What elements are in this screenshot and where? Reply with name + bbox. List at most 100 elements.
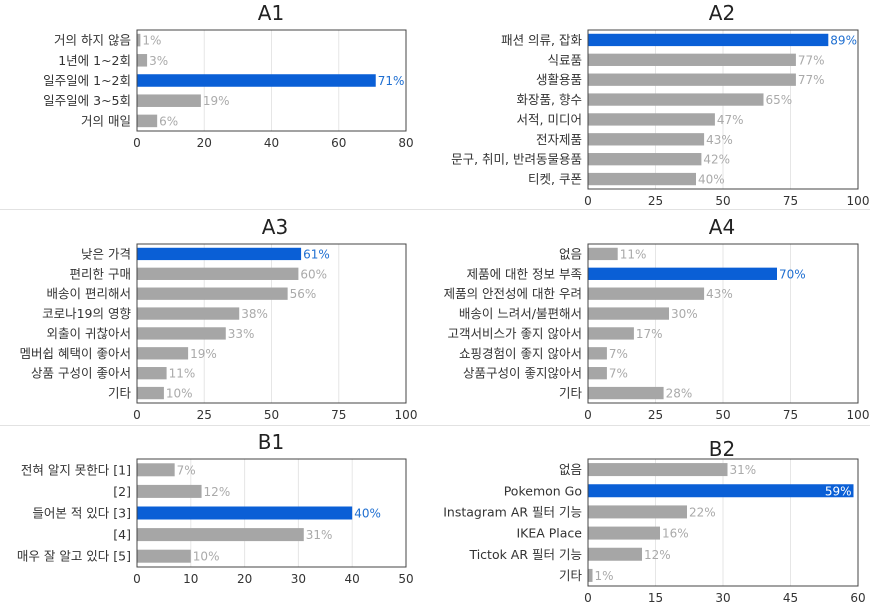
data-label: 19% [190, 347, 217, 361]
data-label: 89% [830, 33, 857, 47]
data-label: 28% [666, 387, 693, 401]
category-label: 일주일에 3~5회 [43, 93, 131, 108]
category-label: 제품의 안전성에 대한 우려 [444, 286, 582, 301]
category-label: 패션 의류, 잡화 [501, 32, 582, 47]
data-label: 16% [662, 527, 689, 541]
bar [137, 247, 302, 261]
x-tick-label: 0 [584, 591, 592, 605]
category-label: [2] [113, 484, 131, 499]
bar [588, 307, 669, 320]
category-label: 기타 [559, 568, 583, 583]
plot-frame [587, 458, 859, 587]
category-label: 고객서비스가 좋지 않아서 [448, 326, 582, 341]
x-tick-label: 100 [847, 194, 870, 208]
data-label: 71% [378, 74, 405, 88]
category-label: 문구, 취미, 반려동물용품 [451, 152, 582, 167]
data-label: 12% [644, 548, 671, 562]
row-divider [0, 425, 870, 426]
bar [137, 33, 141, 47]
x-tick-label: 60 [331, 136, 346, 150]
data-label: 40% [698, 173, 725, 187]
bar [588, 568, 593, 582]
category-label: 배송이 편리해서 [47, 286, 131, 301]
bar [588, 505, 687, 519]
bar [588, 287, 705, 300]
data-label: 10% [166, 387, 193, 401]
bar [137, 549, 191, 563]
x-tick-label: 50 [264, 408, 279, 422]
data-label: 38% [241, 307, 268, 321]
category-label: 전자제품 [536, 132, 582, 147]
data-label: 43% [706, 287, 733, 301]
x-tick-label: 10 [183, 572, 198, 586]
bar [588, 547, 642, 561]
data-label: 6% [159, 114, 178, 128]
data-label: 31% [306, 528, 333, 542]
x-tick-label: 40 [264, 136, 279, 150]
x-tick-label: 45 [783, 591, 798, 605]
category-label: 낮은 가격 [81, 246, 131, 261]
data-label: 1% [595, 569, 614, 583]
category-label: IKEA Place [516, 526, 582, 541]
chart-title: A2 [709, 1, 735, 25]
bar [137, 287, 288, 300]
plot-frame [136, 29, 407, 132]
category-label: 편리한 구매 [70, 266, 131, 281]
x-tick-label: 50 [398, 572, 413, 586]
x-tick-label: 80 [398, 136, 413, 150]
bar [588, 526, 660, 540]
data-label: 17% [636, 327, 663, 341]
x-tick-label: 0 [584, 408, 592, 422]
x-tick-label: 40 [345, 572, 360, 586]
x-tick-label: 25 [648, 408, 663, 422]
bar [588, 153, 702, 166]
category-label: 매우 잘 알고 있다 [5] [17, 549, 131, 564]
category-label: 멤버쉽 혜택이 좋아서 [20, 346, 131, 361]
x-tick-label: 75 [331, 408, 346, 422]
bar [137, 347, 189, 360]
bar [137, 484, 202, 498]
x-tick-label: 15 [648, 591, 663, 605]
data-label: 42% [703, 153, 730, 167]
data-label: 22% [689, 505, 716, 519]
category-label: 생활용품 [536, 72, 582, 87]
x-tick-label: 50 [715, 408, 730, 422]
bar [137, 54, 148, 67]
chart-title: A4 [709, 215, 735, 239]
data-label: 11% [620, 247, 647, 261]
data-label: 47% [717, 113, 744, 127]
plot-frame [136, 243, 407, 404]
data-label: 60% [300, 267, 327, 281]
bar [137, 114, 158, 128]
data-label: 7% [609, 347, 628, 361]
category-label: 전혀 알지 못한다 [1] [21, 462, 131, 477]
plot-frame [587, 243, 859, 404]
data-label: 56% [290, 287, 317, 301]
chart-title: B2 [709, 437, 735, 461]
category-label: 화장품, 향수 [517, 92, 582, 107]
x-tick-label: 20 [197, 136, 212, 150]
category-label: [4] [113, 527, 131, 542]
x-tick-label: 60 [850, 591, 865, 605]
chart-title: A1 [258, 1, 284, 25]
bar [137, 307, 240, 320]
bar [137, 386, 164, 400]
chart-title: A3 [262, 215, 288, 239]
x-tick-label: 25 [648, 194, 663, 208]
x-tick-label: 0 [133, 408, 141, 422]
data-label: 19% [203, 94, 230, 108]
bar [588, 463, 728, 477]
category-label: 거의 매일 [81, 113, 131, 128]
bar [588, 53, 796, 66]
data-label: 7% [609, 367, 628, 381]
data-label: 77% [798, 73, 825, 87]
category-label: Pokemon Go [504, 483, 582, 498]
category-label: 외출이 귀찮아서 [47, 326, 131, 341]
category-label: 티켓, 쿠폰 [528, 172, 582, 187]
bar [137, 94, 201, 107]
plot-frame [587, 29, 859, 190]
